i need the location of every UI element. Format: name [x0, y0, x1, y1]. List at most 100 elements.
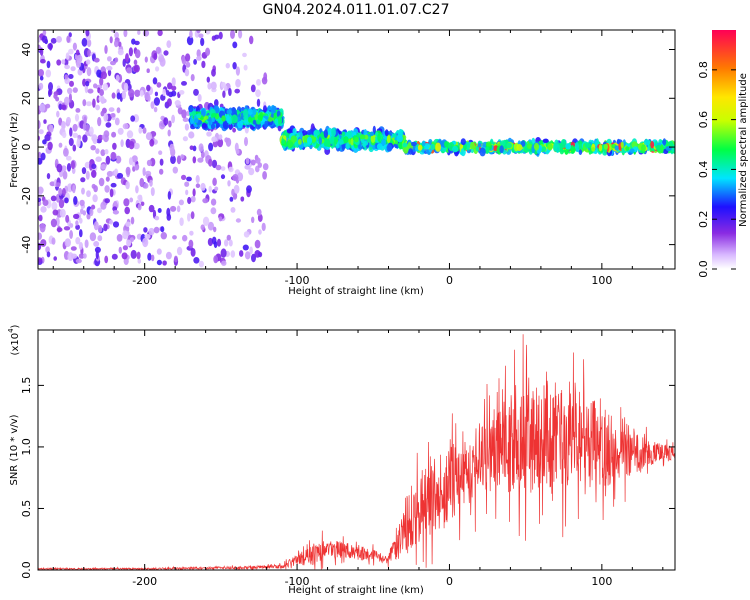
spectrogram-cell [237, 172, 244, 182]
spectrogram-cell [131, 155, 138, 163]
spectrogram-cell [281, 138, 285, 145]
spectrogram-cell [286, 128, 292, 134]
spectrogram-cell [159, 57, 166, 67]
spectrogram-cell [38, 129, 44, 135]
spectrogram-cell [172, 235, 177, 240]
spectrogram-cell [210, 123, 216, 130]
spectrogram-cell [541, 146, 547, 153]
spectrogram-cell [105, 176, 110, 182]
spectrogram-cell [257, 114, 263, 121]
spectrogram-cell [227, 180, 231, 187]
spectrogram-cell [51, 237, 56, 245]
spectrogram-cell [45, 69, 52, 78]
spectrogram-cell [233, 184, 240, 194]
spectrogram-cell [81, 187, 85, 195]
spectrogram-cell [213, 226, 217, 233]
spectrogram-cell [153, 106, 158, 113]
spectrogram-cell [112, 210, 119, 215]
spectrogram-cell [86, 39, 92, 48]
spectrogram-cell [435, 142, 441, 152]
spectrogram-cell [116, 107, 121, 114]
spectrogram-cell [155, 46, 161, 54]
spectrogram-cell [73, 213, 80, 220]
spectrogram-cell [105, 155, 111, 165]
spectrogram-cell [200, 37, 205, 47]
spectrogram-cell [198, 260, 204, 268]
spectrogram-cell [324, 138, 331, 147]
spectrogram-cell [650, 141, 655, 149]
spectrogram-cell [61, 165, 67, 172]
spectrogram-cell [79, 229, 83, 238]
spectrogram-cell [61, 104, 67, 110]
spectrogram-cell [242, 52, 247, 58]
snr-ytick-label: 0.5 [20, 500, 33, 518]
spectrogram-cell [186, 176, 192, 182]
spectrogram-cell [235, 66, 240, 76]
spectrogram-cell [89, 161, 93, 171]
spectrogram-cell [444, 141, 449, 148]
svg-text:(x104): (x104) [7, 324, 21, 355]
spectrogram-cell [206, 76, 210, 83]
spectrogram-cell [214, 99, 219, 107]
spectrogram-cell [83, 116, 87, 125]
spectrogram-cell [396, 134, 403, 143]
spectrogram-cell [318, 136, 322, 145]
spectrogram-cell [386, 135, 391, 144]
spectrogram-cell [49, 124, 54, 133]
spectrogram-cell [68, 93, 72, 103]
spectrogram-cell [207, 237, 213, 247]
spectrogram-cell [620, 141, 624, 149]
spectrogram-cell [64, 96, 70, 106]
spectrogram-cell [350, 138, 354, 146]
spectrogram-cell [261, 222, 266, 232]
spectrogram-cell [171, 114, 176, 124]
spectrogram-cell [63, 147, 69, 157]
spectrogram-cell [137, 194, 143, 201]
spectrogram-cell [98, 177, 105, 187]
spectrogram-cell [235, 78, 241, 88]
spectrogram-cell [261, 76, 268, 85]
spectrogram-cell [184, 68, 190, 77]
spectrogram-cell [228, 122, 233, 131]
spectrogram-cell [85, 80, 90, 87]
spectrogram-cell [243, 119, 249, 125]
spectrogram-cell [40, 58, 46, 64]
spectrogram-cell [81, 37, 88, 47]
spectrogram-cell [108, 107, 115, 112]
spectrogram-cell [328, 131, 332, 136]
spectrogram-cell [370, 134, 376, 143]
spectrogram-cell [149, 179, 153, 187]
spectrogram-cell [192, 156, 197, 164]
spectrogram-cell [220, 81, 226, 89]
colorbar-tick-label: 0.0 [697, 260, 710, 278]
spectrogram-cell [421, 140, 426, 147]
spectrogram-cell [84, 84, 89, 94]
spectrogram-cell [93, 221, 99, 231]
spectrogram-cell [42, 139, 47, 145]
spectrogram-cell [243, 64, 248, 71]
spectrogram-cell [68, 48, 74, 55]
spectrogram-cell [186, 35, 194, 46]
spectrogram-cell [84, 239, 89, 248]
spectrogram-cell [244, 136, 248, 147]
spectrogram-cell [62, 170, 68, 180]
spectrogram-cell [70, 246, 77, 251]
spectrogram-cell [252, 119, 257, 125]
spectrogram-cell [126, 239, 132, 247]
spectrogram-cell [198, 143, 204, 152]
spectrogram-cell [204, 30, 211, 35]
spectrogram-cell [195, 183, 201, 188]
spectrogram-cell [92, 194, 98, 203]
spectrogram-cell [45, 103, 51, 109]
spectrogram-cell [208, 142, 214, 152]
colorbar-tick-label: 0.8 [697, 61, 710, 79]
spectrogram-cell [163, 117, 169, 126]
spectrogram-cell [643, 139, 651, 146]
spectrogram-cell [86, 190, 91, 198]
spectrogram-cell [184, 123, 189, 131]
spectrogram-cell [424, 143, 430, 150]
spectrogram-cell [190, 211, 195, 220]
spectrogram-cell [147, 252, 152, 261]
spectrogram-cell [157, 208, 162, 213]
